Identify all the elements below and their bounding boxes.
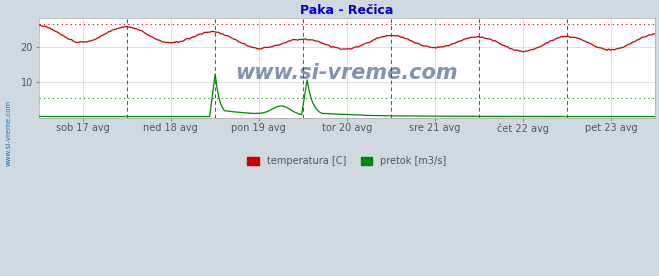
Title: Paka - Rečica: Paka - Rečica — [300, 4, 393, 17]
Text: www.si-vreme.com: www.si-vreme.com — [235, 63, 458, 83]
Text: www.si-vreme.com: www.si-vreme.com — [5, 99, 11, 166]
Legend: temperatura [C], pretok [m3/s]: temperatura [C], pretok [m3/s] — [243, 152, 450, 170]
